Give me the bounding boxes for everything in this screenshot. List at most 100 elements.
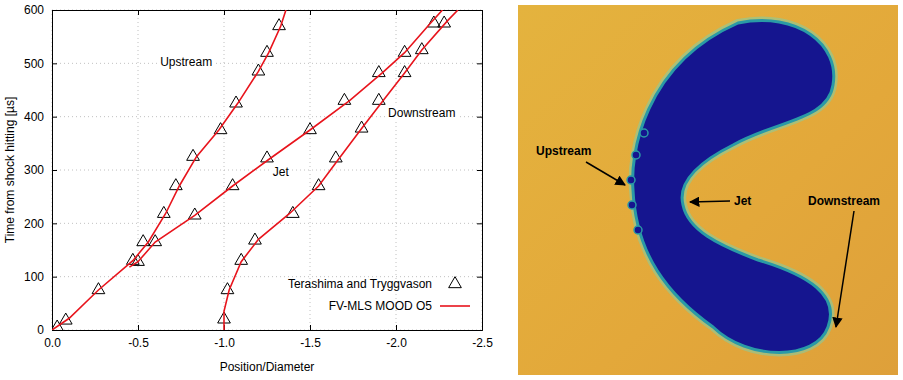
interface-glow [633,21,834,353]
interface-ripple [627,176,635,184]
marks [52,10,458,330]
image-label: Downstream [808,194,880,208]
legend-label: Terashima and Tryggvason [288,277,432,291]
tick-mark [310,325,311,330]
tick [138,10,139,15]
tick-label: -2.5 [472,336,493,350]
data-point [372,93,385,104]
tick-label: -2.0 [386,336,407,350]
tick-mark [138,325,139,330]
annotation-bg [271,164,292,180]
tick-label: 100 [24,270,44,284]
axis-line [477,11,483,331]
tick-mark [477,63,482,64]
annotation: Jet [273,165,290,179]
annotation: Upstream [160,55,212,69]
tick [477,330,482,331]
y-axis-title: Time from shock hitting [µs] [3,97,17,244]
interface-ripple [640,129,648,137]
tick-label: 300 [24,163,44,177]
tick [310,10,311,15]
tick: -0.5 [128,325,149,350]
y-axis: 0100200300400500600 [24,3,57,337]
data-point [226,179,239,190]
tick-mark [224,10,225,15]
tick: -2.0 [386,325,407,350]
data-point [338,93,351,104]
x-axis-top [53,10,483,15]
annotation-arrow [690,201,730,202]
y-axis-right [477,11,483,331]
tick-mark [477,10,482,11]
tick-mark [52,170,57,171]
tick [477,277,482,278]
tick-mark [310,10,311,15]
axis-line [53,325,483,331]
tick-mark [52,330,57,331]
series-line [52,10,458,330]
grid-line [138,10,139,330]
tick-mark [396,325,397,330]
tick-mark [477,330,482,331]
data-point [304,123,317,134]
tick-mark [52,63,57,64]
axis-line [53,11,483,16]
annotation-bg [386,105,457,121]
annotation-bg [158,54,214,70]
tick-mark [52,277,57,278]
annotation-arrow [586,162,625,185]
tick-mark [52,10,57,11]
image-label: Jet [734,194,751,208]
gas-bubble [633,21,834,353]
tick [477,170,482,171]
simulation-image: Upstream Jet Downstream [518,5,898,375]
tick-label: 600 [24,3,44,17]
legend-swatch [449,277,462,288]
annotation-arrow [836,211,854,327]
axis-line [53,11,58,331]
grid-line [52,63,482,64]
tick: -1.5 [300,325,321,350]
data-point [286,206,299,217]
image-label: Upstream [536,144,591,158]
data-point [188,208,201,219]
tick-label: 400 [24,110,44,124]
tick-label: 0.0 [44,336,61,350]
tick-mark [477,170,482,171]
tick: 400 [24,110,57,124]
tick: 100 [24,270,57,284]
tick-mark [138,10,139,15]
tick-label: 200 [24,217,44,231]
tick [224,10,225,15]
tick [477,117,482,118]
tick-mark [396,10,397,15]
interface-ripple [634,226,642,234]
legend-label: FV-MLS MOOD O5 [329,299,433,313]
tick-label: -0.5 [128,336,149,350]
tick [477,10,482,11]
tick: 600 [24,3,57,17]
grid-line [52,223,482,224]
image-background [518,5,898,375]
data-point [59,313,72,324]
tick-mark [52,117,57,118]
tick-mark [477,223,482,224]
tick-label: -1.5 [300,336,321,350]
tick [477,223,482,224]
chart: 0.0-0.5-1.0-1.5-2.0-2.501002003004005006… [3,3,493,374]
legend: Terashima and Tryggvason FV-MLS MOOD O5 [288,277,470,313]
figure: 0.0-0.5-1.0-1.5-2.0-2.501002003004005006… [0,0,903,380]
legend-swatch [440,305,470,307]
tick: 300 [24,163,57,177]
tick: 500 [24,57,57,71]
tick-mark [52,223,57,224]
data-point [149,235,162,246]
data-point [92,283,105,294]
tick-label: 500 [24,57,44,71]
tick [477,63,482,64]
data-point [252,64,265,75]
tick [396,10,397,15]
interface-ripple [632,151,640,159]
x-axis-title: Position/Diameter [220,360,315,374]
grid-line [52,170,482,171]
